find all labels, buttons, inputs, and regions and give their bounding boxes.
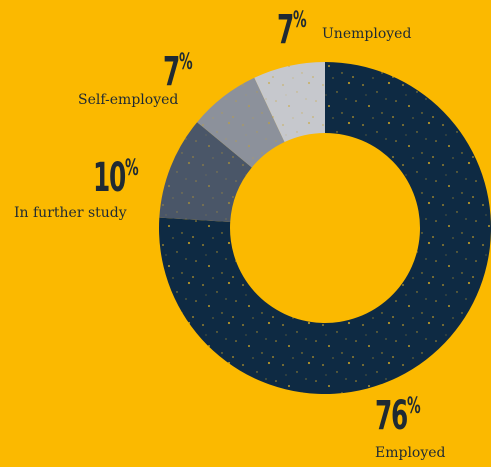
name-unemployed: Unemployed bbox=[322, 27, 411, 41]
name-employed: Employed bbox=[375, 446, 446, 460]
label-unemployed: 7% Unemployed bbox=[277, 10, 325, 50]
label-employed: 76% bbox=[375, 396, 449, 436]
name-further-study: In further study bbox=[14, 206, 127, 220]
pct-self-employed: 7% bbox=[163, 52, 193, 92]
label-self-employed: 7% bbox=[163, 52, 211, 92]
pct-unemployed: 7% bbox=[277, 10, 307, 50]
pct-employed: 76% bbox=[375, 396, 421, 436]
pct-further-study: 10% bbox=[93, 158, 139, 198]
name-self-employed: Self-employed bbox=[78, 93, 178, 107]
label-further-study: 10% bbox=[93, 158, 167, 198]
